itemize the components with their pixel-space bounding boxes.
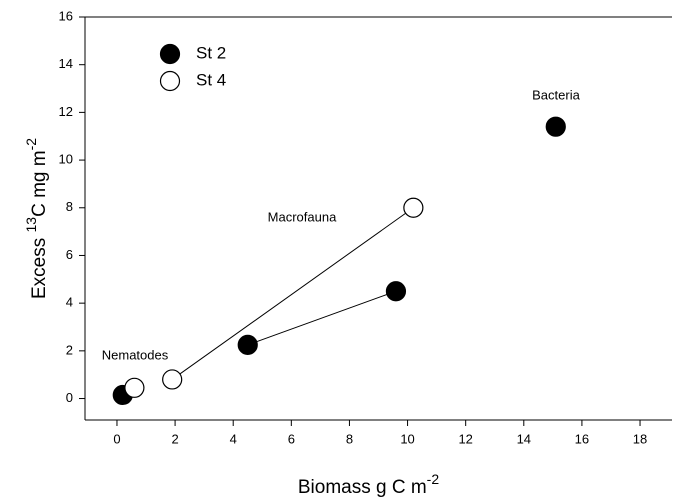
x-axis-label: Biomass g C m-2 <box>298 471 439 498</box>
y-axis-label: Excess 13C mg m-2 <box>23 138 50 299</box>
x-tick-label: 16 <box>575 431 589 446</box>
connector <box>171 207 414 380</box>
x-tick-label: 14 <box>517 431 531 446</box>
y-tick-label: 14 <box>59 56 73 71</box>
x-tick-label: 12 <box>458 431 472 446</box>
x-label-text: Biomass g C m <box>298 477 427 498</box>
point <box>124 377 145 398</box>
y-tick-label: 10 <box>59 152 73 167</box>
point <box>162 369 183 390</box>
y-label-sup: -2 <box>23 138 39 151</box>
annotation: Macrofauna <box>268 209 337 224</box>
y-tick-label: 6 <box>66 247 73 262</box>
legend-label: St 4 <box>196 70 226 89</box>
point <box>385 281 407 302</box>
y-tick-label: 4 <box>66 295 73 310</box>
x-tick-label: 6 <box>288 431 295 446</box>
y-tick-label: 8 <box>66 199 73 214</box>
legend-marker <box>159 43 181 65</box>
y-tick-label: 0 <box>66 390 73 405</box>
x-tick-label: 0 <box>113 431 120 446</box>
point <box>237 334 258 355</box>
x-tick-label: 10 <box>400 431 414 446</box>
x-tick-label: 18 <box>633 431 647 446</box>
x-tick-label: 4 <box>230 431 237 446</box>
y-tick-label: 2 <box>66 342 73 357</box>
point <box>545 116 566 137</box>
x-label-sup: -2 <box>427 471 440 487</box>
x-tick-label: 2 <box>171 431 178 446</box>
legend-label: St 2 <box>196 43 226 62</box>
y-tick-label: 12 <box>59 104 73 119</box>
y-tick-label: 16 <box>59 8 73 23</box>
annotation: Nematodes <box>102 347 169 362</box>
y-label-sup: 13 <box>23 217 39 233</box>
connector <box>247 290 397 346</box>
y-label-text: Excess <box>29 233 50 300</box>
y-label-text: C mg m <box>29 150 50 217</box>
x-tick-label: 8 <box>346 431 353 446</box>
legend-marker <box>159 70 181 92</box>
point <box>403 197 424 218</box>
annotation: Bacteria <box>532 87 580 102</box>
